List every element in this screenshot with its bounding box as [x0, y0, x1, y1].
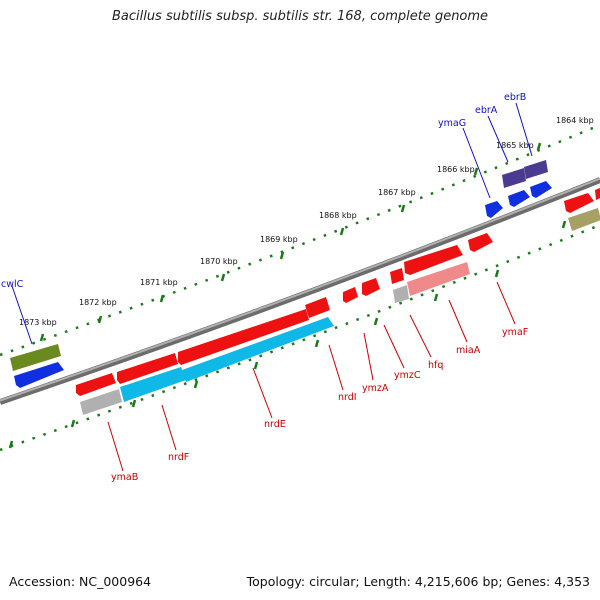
topology-text: Topology: circular; Length: 4,215,606 bp…: [246, 574, 590, 589]
ruler-label-1872: 1872 kbp: [79, 298, 117, 307]
diagram-title: Bacillus subtilis subsp. subtilis str. 1…: [111, 9, 489, 24]
gene-miaA-sub[interactable]: [407, 262, 470, 296]
gene-label-miaA[interactable]: miaA: [456, 345, 481, 356]
gene-label-nrdI[interactable]: nrdI: [338, 392, 357, 403]
accession-text: Accession: NC_000964: [9, 574, 152, 589]
gene-ymaB-red[interactable]: [76, 373, 116, 396]
ruler-label-1865: 1865 kbp: [496, 141, 534, 150]
gene-label-ebrA[interactable]: ebrA: [475, 105, 498, 116]
ruler-label-1870: 1870 kbp: [200, 257, 238, 266]
ruler-major-ticks: [8, 142, 567, 449]
gene-label-nrdE[interactable]: nrdE: [264, 419, 286, 430]
gene-ymzA-block[interactable]: [343, 287, 358, 303]
gene-label-cwlC[interactable]: cwlC: [1, 279, 24, 290]
ruler-label-1868: 1868 kbp: [319, 211, 357, 220]
ruler-label-1866: 1866 kbp: [437, 165, 475, 174]
ruler-label-1867: 1867 kbp: [378, 188, 416, 197]
ruler-label-1869: 1869 kbp: [260, 235, 298, 244]
gene-ebrA-block[interactable]: [502, 168, 526, 188]
gene-label-nrdF[interactable]: nrdF: [168, 452, 189, 463]
ruler-label-1871: 1871 kbp: [140, 278, 178, 287]
gene-olive-right[interactable]: [568, 208, 600, 231]
gene-edge-red-2[interactable]: [564, 193, 594, 213]
ruler-label-1864: 1864 kbp: [556, 116, 594, 125]
gene-ebrB-block[interactable]: [524, 160, 548, 179]
bottom-label-leaders: [107, 281, 516, 472]
gene-nrdI-block[interactable]: [305, 297, 330, 318]
top-label-leaders: [11, 102, 533, 345]
gene-cwlC-olive[interactable]: [10, 344, 61, 371]
gene-ymaB-grey[interactable]: [80, 389, 122, 415]
gene-edge-red-right[interactable]: [595, 188, 600, 200]
gene-nrdE-red[interactable]: [178, 309, 309, 365]
genome-backbone: [0, 177, 600, 405]
gene-hfq-sub[interactable]: [393, 285, 409, 303]
gene-nrdF-cyan[interactable]: [120, 367, 186, 402]
gene-ymzC-block[interactable]: [362, 278, 380, 296]
gene-cwlC-blue[interactable]: [14, 362, 64, 388]
gene-label-hfq[interactable]: hfq: [428, 360, 443, 371]
gene-nrdE-cyan[interactable]: [182, 317, 334, 382]
gene-right-blue-1[interactable]: [530, 181, 552, 198]
gene-ymaF-block[interactable]: [468, 233, 493, 252]
gene-hfq-block[interactable]: [390, 268, 404, 284]
ruler-label-1873: 1873 kbp: [19, 318, 57, 327]
gene-ymaG-block[interactable]: [485, 201, 503, 218]
gene-right-blue-2[interactable]: [508, 190, 530, 207]
gene-label-ebrB[interactable]: ebrB: [504, 92, 526, 103]
gene-label-ymaF[interactable]: ymaF: [502, 327, 528, 338]
gene-label-ymzA[interactable]: ymzA: [362, 383, 389, 394]
gene-label-ymzC[interactable]: ymzC: [394, 370, 421, 381]
gene-label-ymaB[interactable]: ymaB: [111, 472, 138, 483]
gene-miaA-block[interactable]: [404, 245, 463, 275]
gene-label-ymaG[interactable]: ymaG: [438, 118, 466, 129]
gene-nrdF-red[interactable]: [117, 353, 178, 384]
